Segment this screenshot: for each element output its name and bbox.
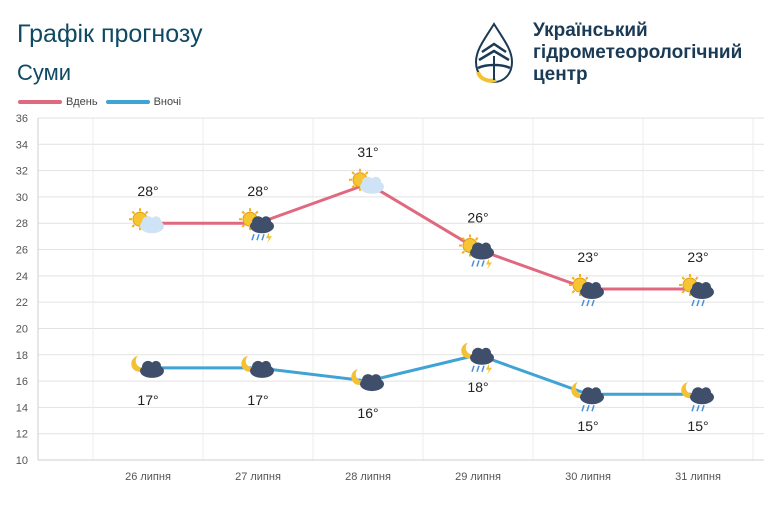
day-temperature-label: 28°: [137, 183, 158, 199]
night-temperature-label: 15°: [577, 418, 598, 434]
sun-cloud-thunderstorm-icon: [239, 208, 274, 244]
y-tick-label: 24: [16, 271, 28, 283]
night-temperature-label: 17°: [247, 392, 268, 408]
day-temperature-label: 31°: [357, 144, 378, 160]
y-tick-label: 14: [16, 402, 28, 414]
moon-cloud-icon: [131, 355, 164, 378]
city-name: Суми: [17, 60, 72, 85]
x-tick-label: 27 липня: [235, 471, 281, 483]
legend-item-night[interactable]: Вночі: [105, 96, 182, 108]
legend-swatch-night: [105, 100, 150, 104]
sun-cloud-icon: [129, 208, 164, 234]
y-tick-label: 32: [16, 166, 28, 178]
ugmc-logo-icon: [474, 22, 514, 84]
legend-swatch-day: [18, 100, 62, 104]
moon-cloud-rain-icon: [571, 382, 604, 412]
y-tick-label: 34: [16, 139, 28, 151]
y-tick-label: 26: [16, 245, 28, 257]
y-tick-label: 10: [16, 455, 28, 467]
org-line-1: Український: [533, 20, 648, 41]
org-line-3: центр: [533, 64, 588, 85]
y-tick-label: 12: [16, 429, 28, 441]
night-temperature-label: 15°: [687, 418, 708, 434]
y-tick-label: 28: [16, 218, 28, 230]
moon-cloud-thunderstorm-icon: [461, 342, 494, 375]
page-title: Графік прогнозу: [17, 20, 203, 48]
y-tick-label: 22: [16, 297, 28, 309]
x-tick-label: 29 липня: [455, 471, 501, 483]
sun-cloud-rain-icon: [679, 274, 714, 307]
x-tick-label: 28 липня: [345, 471, 391, 483]
moon-cloud-icon: [241, 355, 274, 378]
org-line-2: гідрометеорологічний: [533, 42, 743, 63]
organization-name: Український гідрометеорологічний центр: [533, 20, 742, 86]
sun-cloud-rain-icon: [569, 274, 604, 307]
night-temperature-line: [148, 353, 698, 396]
night-temperature-label: 17°: [137, 392, 158, 408]
night-temperature-label: 16°: [357, 405, 378, 421]
moon-cloud-rain-icon: [681, 382, 714, 412]
day-temperature-line: [148, 182, 698, 291]
sun-cloud-icon: [349, 168, 384, 194]
x-tick-label: 26 липня: [125, 471, 171, 483]
legend-item-day[interactable]: Вдень: [18, 96, 98, 108]
x-tick-label: 31 липня: [675, 471, 721, 483]
legend-label-day: Вдень: [66, 96, 98, 108]
day-temperature-label: 28°: [247, 183, 268, 199]
sun-cloud-thunderstorm-icon: [459, 234, 494, 270]
day-temperature-label: 23°: [577, 249, 598, 265]
day-temperature-label: 23°: [687, 249, 708, 265]
y-tick-label: 18: [16, 350, 28, 362]
night-temperature-label: 18°: [467, 379, 488, 395]
x-tick-label: 30 липня: [565, 471, 611, 483]
y-tick-label: 16: [16, 376, 28, 388]
moon-cloud-icon: [351, 369, 384, 392]
day-temperature-label: 26°: [467, 210, 488, 226]
chart-legend: Вдень Вночі: [18, 96, 189, 108]
legend-label-night: Вночі: [153, 96, 182, 108]
y-tick-label: 20: [16, 323, 28, 335]
y-tick-label: 30: [16, 192, 28, 204]
y-tick-label: 36: [16, 113, 28, 125]
